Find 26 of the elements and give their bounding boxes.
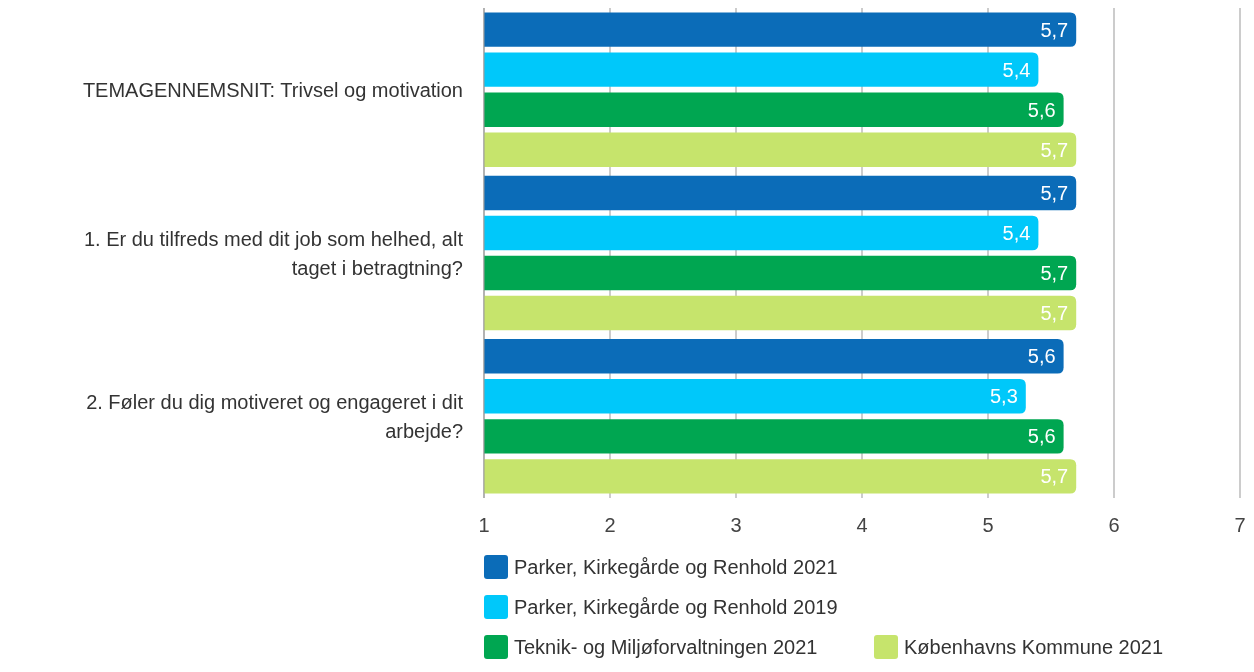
x-tick-label: 1 — [478, 514, 490, 536]
data-label: 5,3 — [989, 385, 1018, 408]
y-tick-label: 2. Føler du dig motiveret og engageret i dit arbejde? — [86, 390, 464, 442]
data-label: 5,7 — [1040, 302, 1069, 325]
data-label: 5,7 — [1040, 18, 1069, 41]
legend-label: Parker, Kirkegårde og Renhold 2021 — [514, 556, 838, 578]
x-tick-label: 5 — [982, 514, 994, 536]
y-tick-label: TEMAGENNEMSNIT: Trivsel og motivation — [82, 78, 463, 101]
x-tick-label: 4 — [856, 514, 868, 536]
data-label: 5,7 — [1040, 262, 1069, 285]
data-label: 5,4 — [1002, 221, 1031, 244]
x-tick-label: 3 — [730, 514, 742, 536]
data-label: 5,7 — [1040, 181, 1069, 204]
x-tick-label: 2 — [604, 514, 616, 536]
data-label: 5,7 — [1040, 138, 1069, 161]
data-label: 5,6 — [1027, 425, 1056, 448]
x-tick-label: 6 — [1108, 514, 1120, 536]
x-tick-label: 7 — [1234, 514, 1246, 536]
data-label: 5,6 — [1027, 345, 1056, 368]
data-label: 5,7 — [1040, 465, 1069, 488]
legend-label: Parker, Kirkegårde og Renhold 2019 — [514, 596, 838, 618]
data-label: 5,6 — [1027, 98, 1056, 121]
legend-label: Teknik- og Miljøforvaltningen 2021 — [514, 636, 818, 658]
legend-label: Københavns Kommune 2021 — [904, 636, 1164, 658]
data-label: 5,4 — [1002, 58, 1031, 81]
y-tick-label: 1. Er du tilfreds med dit job som helhed, alt taget i betragtning? — [83, 227, 464, 279]
